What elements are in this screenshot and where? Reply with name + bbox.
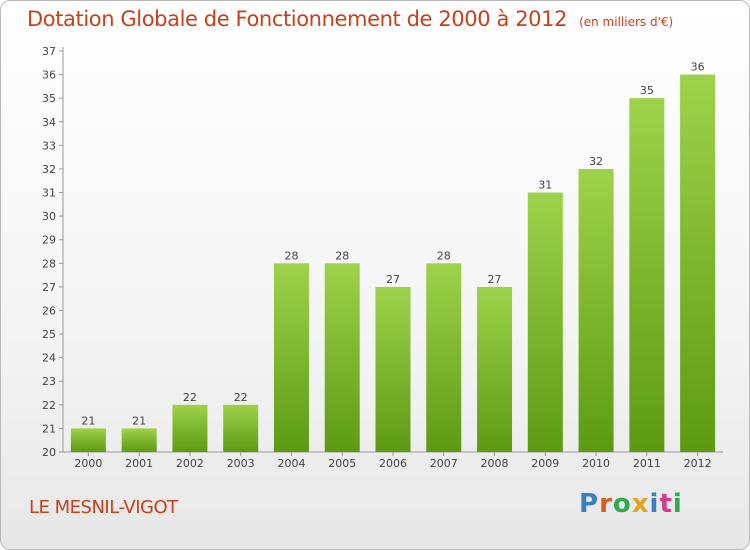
x-tick-label: 2007 xyxy=(430,457,458,470)
bar-value-label: 21 xyxy=(81,414,95,427)
unit-label: (en milliers d'€) xyxy=(579,15,674,29)
bar-2007 xyxy=(426,263,462,452)
bar-value-label: 27 xyxy=(488,273,502,286)
y-tick-label: 36 xyxy=(42,69,56,82)
bar-value-label: 35 xyxy=(640,84,654,97)
x-tick-label: 2002 xyxy=(176,457,204,470)
y-tick-label: 26 xyxy=(42,304,56,317)
bar-2004 xyxy=(273,263,309,452)
bar-value-label: 31 xyxy=(538,179,552,192)
title-text: Dotation Globale de Fonctionnement de 20… xyxy=(27,7,568,31)
bar-2005 xyxy=(324,263,360,452)
bar-2012 xyxy=(680,74,716,453)
y-tick-label: 20 xyxy=(42,446,56,459)
x-axis: 2000 2001 2002 2003 2004 2005 2006 2007 2008 2009… xyxy=(63,451,723,470)
x-tick-label: 2004 xyxy=(277,457,305,470)
bar-2002 xyxy=(172,404,208,452)
x-tick-label: 2001 xyxy=(125,457,153,470)
x-tick-label: 2006 xyxy=(379,457,407,470)
bar-2009 xyxy=(527,192,563,452)
y-tick-label: 25 xyxy=(42,328,56,341)
y-tick-label: 29 xyxy=(42,234,56,247)
x-tick-label: 2003 xyxy=(227,457,255,470)
bar-value-label: 32 xyxy=(589,155,603,168)
chart-title: Dotation Globale de Fonctionnement de 20… xyxy=(27,7,673,31)
bar-2006 xyxy=(375,286,411,452)
y-tick-label: 35 xyxy=(42,92,56,105)
bar-value-label: 22 xyxy=(234,391,248,404)
bar-value-label: 27 xyxy=(386,273,400,286)
y-tick-label: 32 xyxy=(42,163,56,176)
logo-letter: t xyxy=(659,489,673,519)
bar-2008 xyxy=(477,286,513,452)
y-tick-label: 27 xyxy=(42,281,56,294)
x-tick-label: 2005 xyxy=(328,457,356,470)
y-tick-label: 24 xyxy=(42,352,56,365)
bar-2010 xyxy=(578,168,614,453)
y-tick-label: 22 xyxy=(42,399,56,412)
bar-2011 xyxy=(629,98,665,453)
logo-letter: x xyxy=(631,489,650,519)
bar-2000 xyxy=(70,428,106,452)
y-tick-label: 33 xyxy=(42,139,56,152)
commune-name: LE MESNIL-VIGOT xyxy=(29,497,178,518)
logo-letter: i xyxy=(649,489,660,519)
y-tick-label: 34 xyxy=(42,116,56,129)
x-tick-label: 2000 xyxy=(74,457,102,470)
bar-value-label: 28 xyxy=(437,249,451,262)
bar-value-label: 22 xyxy=(183,391,197,404)
x-tick-label: 2008 xyxy=(481,457,509,470)
y-tick-label: 30 xyxy=(42,210,56,223)
bar-2003 xyxy=(223,404,259,452)
logo-letter: r xyxy=(599,489,613,519)
x-tick-label: 2010 xyxy=(582,457,610,470)
bar-2001 xyxy=(121,428,157,452)
logo-letter: i xyxy=(672,489,683,519)
y-tick-label: 28 xyxy=(42,257,56,270)
bar-value-label: 21 xyxy=(132,414,146,427)
logo-letter: P xyxy=(579,489,600,519)
y-tick-label: 37 xyxy=(42,45,56,58)
bar-value-label: 28 xyxy=(335,249,349,262)
bar-value-label: 36 xyxy=(691,61,705,74)
y-axis: 20 21 22 23 24 25 26 27 28 29 30 31 32 33 34 35 36 37 xyxy=(42,45,64,459)
bars: 21 21 22 22 28 28 27 28 27 31 32 35 36 xyxy=(70,61,716,453)
x-tick-label: 2012 xyxy=(684,457,712,470)
y-tick-label: 23 xyxy=(42,375,56,388)
y-tick-label: 31 xyxy=(42,187,56,200)
logo-letter: o xyxy=(612,489,632,519)
x-tick-label: 2009 xyxy=(531,457,559,470)
y-tick-label: 21 xyxy=(42,422,56,435)
x-tick-label: 2011 xyxy=(633,457,661,470)
bar-value-label: 28 xyxy=(284,249,298,262)
proxiti-logo: Proxiti xyxy=(579,489,683,519)
